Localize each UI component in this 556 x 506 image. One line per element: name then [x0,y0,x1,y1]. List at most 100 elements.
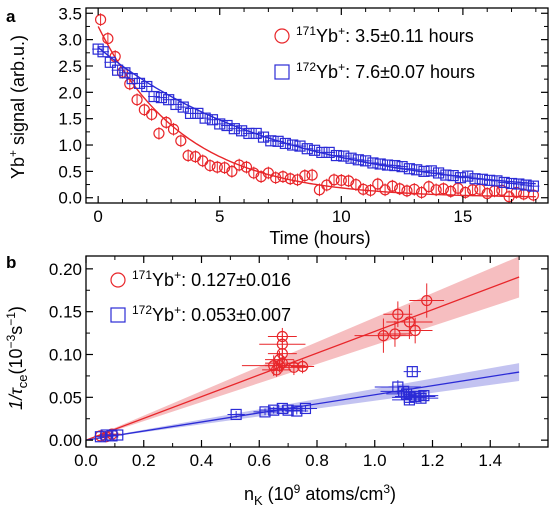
panel-a-data-point-171 [248,167,260,179]
panel-b-legend: 171Yb+: 0.127±0.016 172Yb+: 0.053±0.007 [110,268,291,325]
panel-a-data-point-172 [199,112,211,124]
panel-a-data-point-171 [233,159,245,171]
panel-a-x-axis-label: Time (hours) [269,228,370,248]
panel-a-data-point-171 [219,162,231,174]
panel-a-x-tick-label: 15 [453,207,472,226]
panel-b-y-tick-label: 0.00 [49,431,82,450]
panel-b-data-point-171 [273,354,286,366]
panel-b-confidence-band-171 [86,256,520,441]
panel-a-data-point-171 [423,181,435,193]
panel-a-data-point-172 [279,137,291,150]
panel-b-confidence-band-172 [86,363,520,441]
panel-b-y-tick-label: 0.05 [49,388,82,407]
panel-a-data-point-171 [226,165,238,177]
panel-a-data-point-172 [214,118,226,130]
panel-a-x-tick-label: 0 [93,207,102,226]
panel-a-data-point-172 [469,173,481,185]
panel-b-data-point-172 [106,430,118,442]
panel-b-data-point-172 [112,429,124,441]
panel-a-data-point-171 [255,171,267,183]
panel-b-data-point-172 [299,402,312,415]
panel-a-data-point-172 [236,125,248,137]
panel-b-171-legend-marker [110,272,126,288]
panel-a-data-point-171 [408,183,420,195]
panel-b-data-point-172 [403,394,415,406]
panel-a-data-point-172 [418,165,430,177]
panel-b-ylabel-sup2: −1 [4,312,18,326]
panel-b-x-tick-label: 1.4 [478,451,502,470]
panel-a-data-point-171 [445,185,457,198]
panel-a-data-point-171 [167,123,180,135]
panel-a-data-point-171 [211,161,223,173]
panel-a-y-tick-label: 0.5 [58,162,82,181]
panel-a-x-tick-label: 10 [332,207,351,226]
panel-b-xlabel-sup1: 9 [294,482,301,496]
panel-a-data-point-171 [240,161,253,173]
panel-a-data-point-172 [338,150,350,162]
panel-a-data-point-171 [328,174,340,186]
panel-a-data-point-171 [102,32,114,45]
panel-a-data-point-172 [301,143,313,155]
panel-b-letter: b [6,253,16,272]
panel-a-data-point-172 [119,67,131,79]
panel-a-data-point-172 [389,159,401,172]
panel-b-data-point-171 [403,316,415,328]
panel-a-data-point-172 [447,169,459,182]
panel-a-data-point-171 [153,127,165,140]
panel-a-y-tick-label: 2.0 [58,83,82,102]
panel-b-data-point-172 [409,390,421,403]
panel-b-data-point-172 [100,429,112,441]
panel-b-data-point-171 [268,360,280,372]
panel-a-data-point-172 [221,119,233,132]
panel-b-fit-line-172 [86,371,520,441]
panel-a-data-point-172 [308,144,321,156]
panel-a-data-point-172 [476,173,488,185]
panel-a-data-point-172 [228,123,240,135]
panel-a-data-point-172 [112,64,124,76]
panel-a-ylabel-sup: + [6,150,20,157]
panel-b-ylabel-tail: (10 [6,348,26,374]
panel-b-data-point-172 [400,388,413,400]
panel-a-data-point-172 [323,146,335,159]
panel-a-data-point-171 [204,159,216,172]
panel-a-data-point-172 [491,175,503,187]
panel-b-x-tick-label: 1.0 [363,451,387,470]
panel-b-data-point-171 [409,324,421,337]
panel-a-data-point-172 [425,165,437,177]
panel-a-data-point-172 [403,163,415,175]
panel-a-data-point-171 [394,183,406,195]
panel-a-data-point-172 [294,140,306,152]
panel-a-data-point-171 [343,175,355,187]
panel-b-data-point-172 [418,390,430,402]
panel-a-data-point-172 [345,152,357,164]
panel-a: a 0 5 10 15 0.0 0.5 1.0 1.5 2.0 2.5 3.0 3.5 Time (h… [6,4,549,248]
panel-a-data-point-171 [467,184,479,196]
panel-a-data-point-171 [357,183,369,195]
panel-b-data-point-172 [415,392,427,404]
panel-a-data-point-171 [299,169,311,182]
panel-a-data-point-172 [498,176,510,189]
panel-b-data-point-172 [230,408,242,421]
panel-a-172-legend-label: 172Yb+: 7.6±0.07 hours [296,60,475,82]
panel-a-letter: a [6,7,16,26]
panel-a-data-point-172 [177,101,189,113]
panel-b-data-point-172 [392,381,404,393]
panel-a-data-point-171 [321,179,333,191]
panel-a-data-point-172 [257,131,270,143]
panel-b-y-axis-label: 1/τce(10−3s−1) [4,306,30,410]
panel-b-plot-area [86,256,520,443]
panel-a-data-point-172 [330,149,343,162]
panel-a-data-point-171 [175,135,187,147]
panel-a-data-point-172 [133,77,146,89]
panel-b-fit-line-171 [86,276,520,441]
panel-b-data-point-171 [276,348,288,360]
panel-a-data-point-171 [459,186,471,199]
panel-b-xlabel-end: ) [390,484,396,504]
panel-a-171-legend-label: 171Yb+: 3.5±0.11 hours [296,24,474,46]
panel-a-data-point-172 [265,135,277,147]
panel-a-data-point-171 [415,186,428,199]
panel-a-ylabel-main: Yb [8,157,28,179]
panel-b-xlabel-tail: (10 [263,484,294,504]
panel-a-data-point-171 [364,184,377,196]
